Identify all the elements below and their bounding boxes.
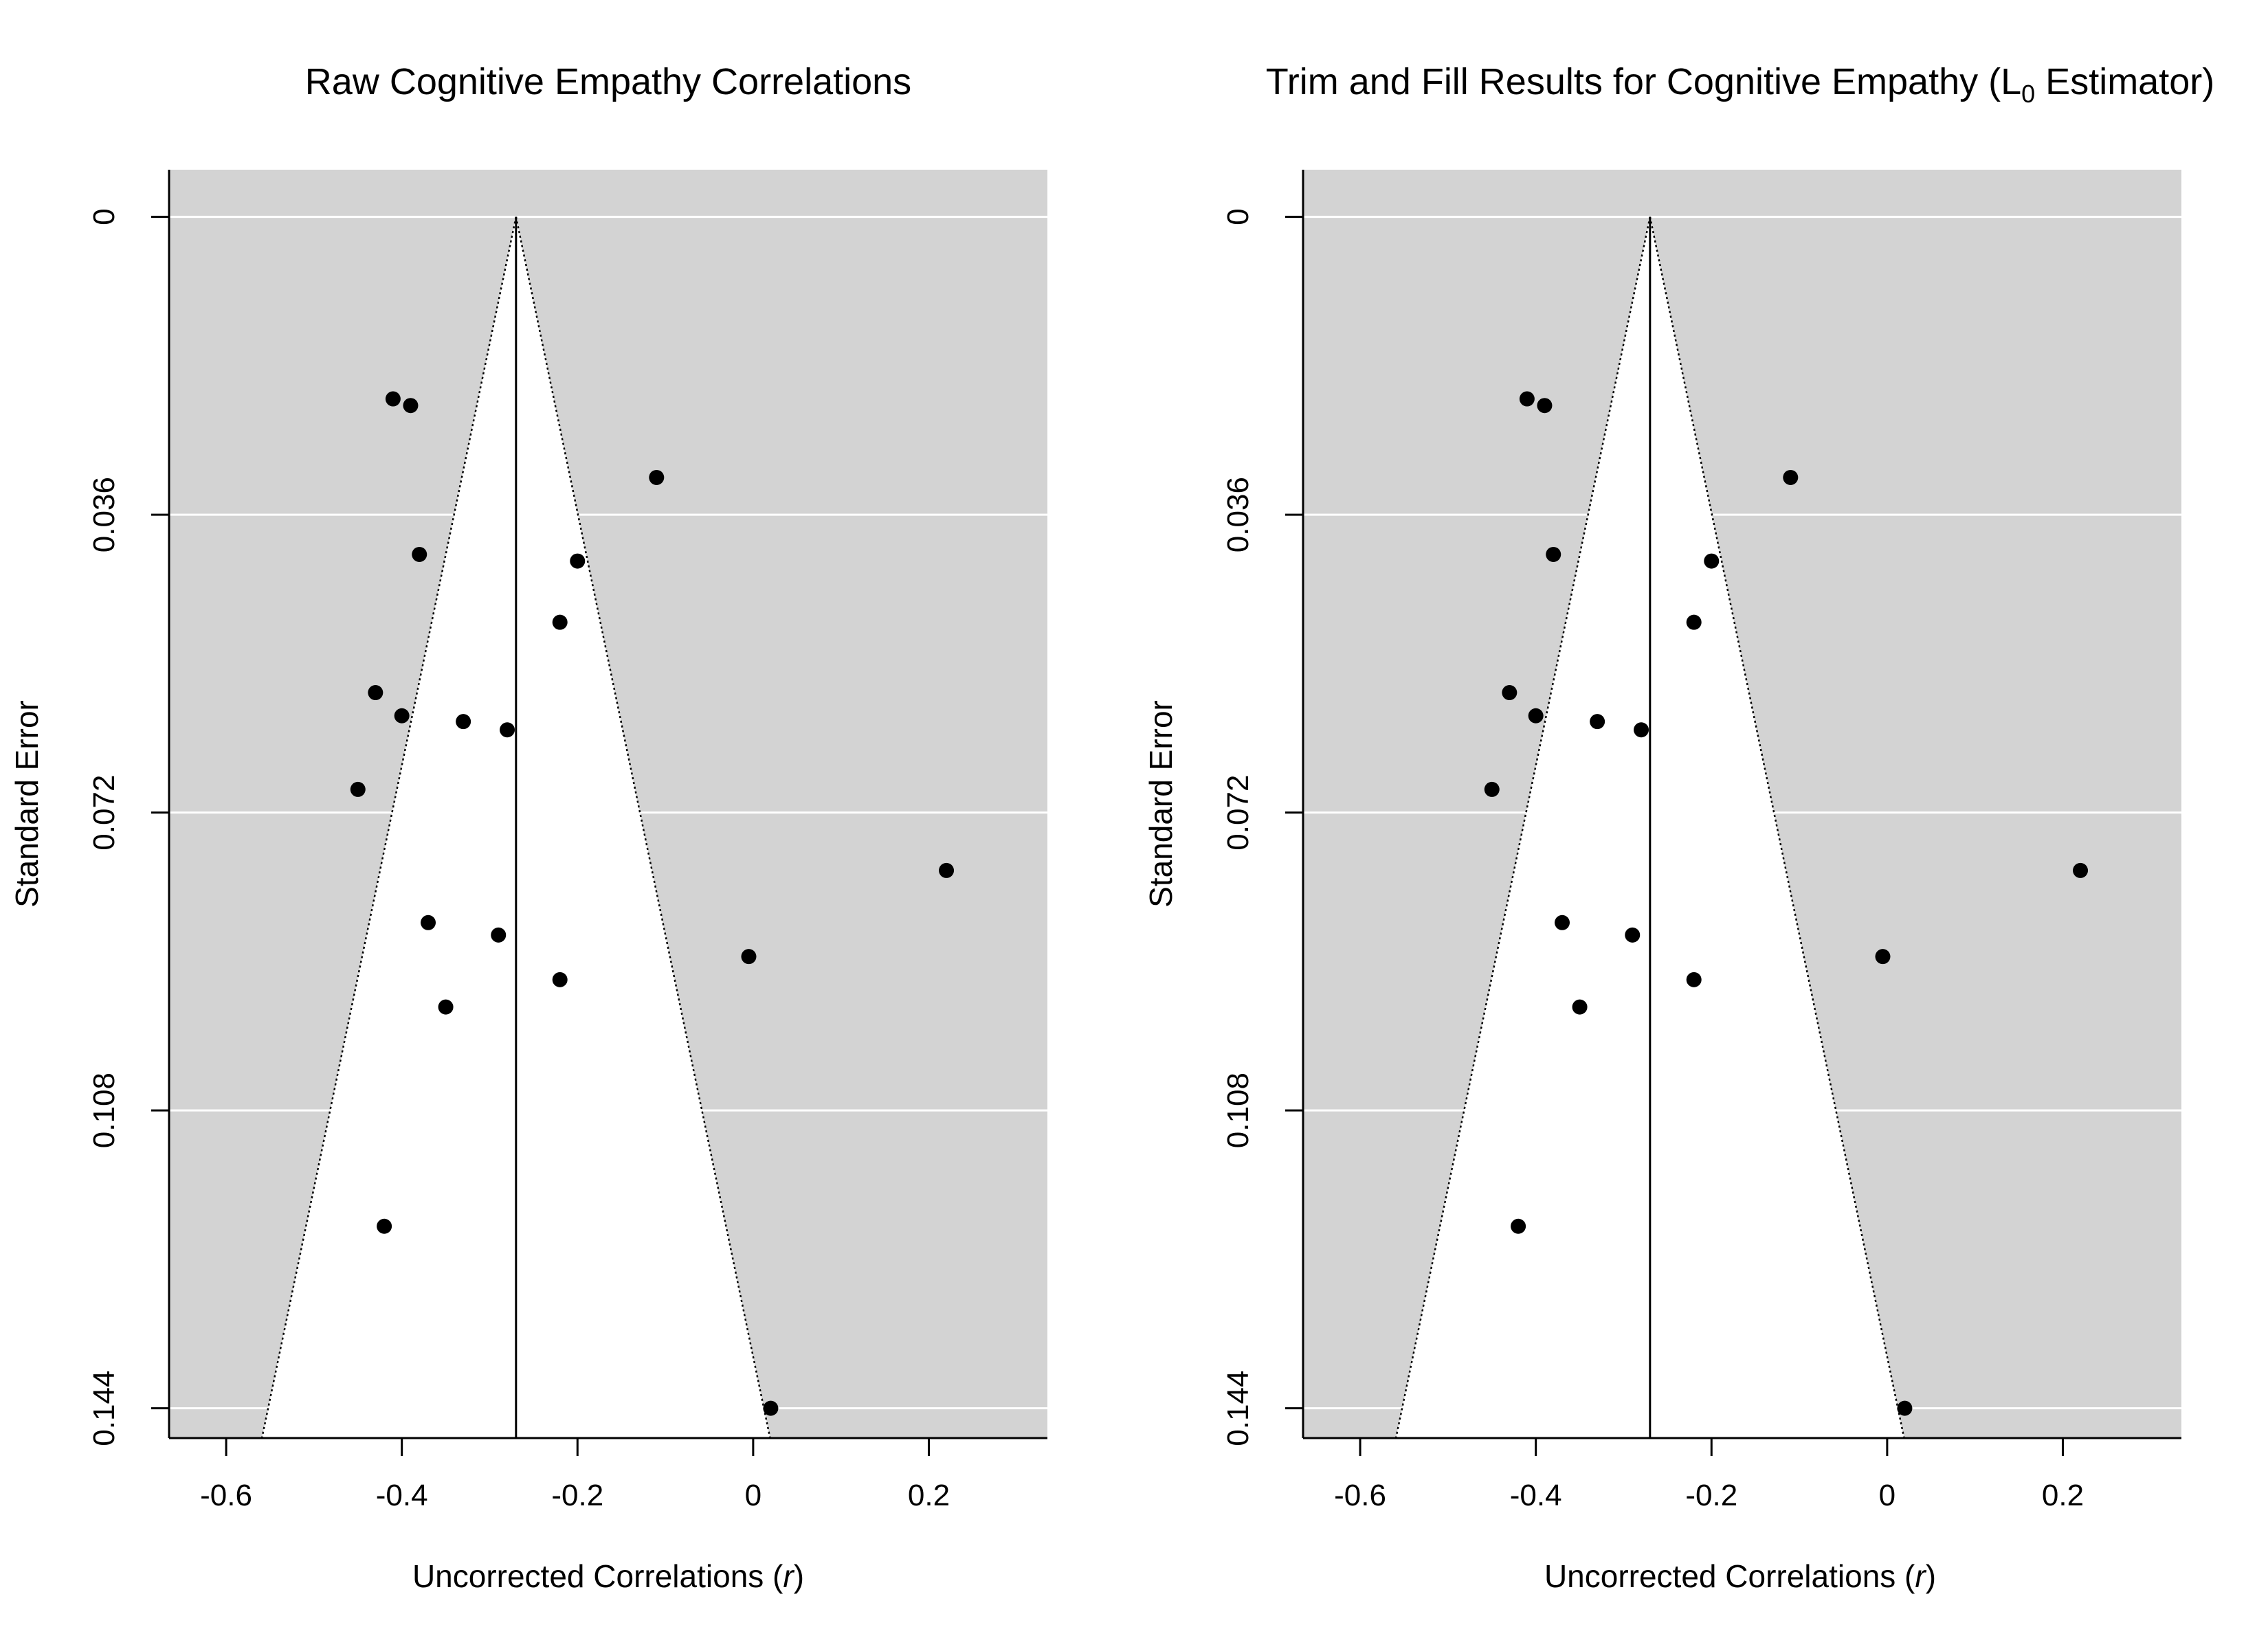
x-axis-label: Uncorrected Correlations (r) (1544, 1558, 1936, 1594)
chart-title-subscript: 0 (2021, 80, 2035, 108)
data-point-0 (1519, 391, 1535, 407)
y-tick-label-2: 0.072 (1221, 775, 1255, 851)
x-tick-label-2: -0.2 (1685, 1479, 1737, 1512)
data-point-0 (385, 391, 401, 407)
x-axis-label: Uncorrected Correlations (r) (412, 1558, 804, 1594)
y-tick-label-1: 0.036 (87, 477, 121, 552)
data-point-7 (394, 708, 410, 723)
y-axis-label: Standard Error (9, 700, 45, 908)
y-axis-label: Standard Error (1143, 700, 1179, 908)
plot-area: -0.6 -0.4 -0.2 0 0.2 0 0.036 0.072 0.108 0.144 (1221, 170, 2181, 1512)
funnel-left-bound (1394, 216, 1652, 1439)
data-point-2 (649, 469, 665, 485)
chart-title-tail: Estimator) (2035, 61, 2214, 102)
x-tick-label-1: -0.4 (376, 1479, 428, 1512)
data-point-11 (939, 862, 955, 878)
data-point-13 (491, 927, 507, 943)
x-tick-label-3: 0 (1879, 1479, 1895, 1512)
data-point-15 (552, 972, 568, 987)
chart-title: Raw Cognitive Empathy Correlations (305, 61, 911, 102)
data-point-9 (500, 722, 515, 738)
plot-area: -0.6 -0.4 -0.2 0 0.2 0 0.036 0.072 0.108 0.144 (87, 170, 1047, 1512)
data-point-6 (368, 685, 383, 701)
data-point-5 (1686, 614, 1702, 630)
data-point-14 (741, 949, 757, 965)
data-point-15 (1686, 972, 1702, 987)
x-tick-label-0: -0.6 (200, 1479, 252, 1512)
data-point-4 (1704, 553, 1720, 569)
data-point-11 (2073, 862, 2089, 878)
y-tick-label-0: 0 (1221, 208, 1255, 225)
data-point-12 (421, 915, 436, 930)
data-point-1 (1537, 398, 1553, 414)
data-point-10 (1484, 781, 1500, 797)
data-point-12 (1555, 915, 1570, 930)
data-point-8 (456, 714, 471, 730)
data-point-16 (438, 999, 454, 1015)
data-point-16 (1572, 999, 1588, 1015)
y-tick-label-4: 0.144 (87, 1371, 121, 1446)
data-point-3 (412, 546, 427, 562)
x-tick-label-4: 0.2 (908, 1479, 950, 1512)
y-tick-label-2: 0.072 (87, 775, 121, 851)
chart-title: Trim and Fill Results for Cognitive Empa… (1266, 61, 2214, 108)
y-tick-label-4: 0.144 (1221, 1371, 1255, 1446)
x-tick-label-3: 0 (745, 1479, 761, 1512)
data-point-17 (1511, 1218, 1526, 1234)
data-point-7 (1528, 708, 1544, 723)
x-tick-label-2: -0.2 (551, 1479, 603, 1512)
data-point-9 (1634, 722, 1649, 738)
data-point-17 (377, 1218, 392, 1234)
data-point-13 (1625, 927, 1641, 943)
data-point-14 (1875, 949, 1891, 965)
data-point-2 (1783, 469, 1799, 485)
funnel-plot-panel-trim-and-fill: Trim and Fill Results for Cognitive Empa… (1143, 61, 2214, 1594)
y-tick-label-3: 0.108 (1221, 1073, 1255, 1148)
data-point-18 (1897, 1400, 1913, 1416)
y-tick-label-1: 0.036 (1221, 477, 1255, 552)
y-tick-label-0: 0 (87, 208, 121, 225)
data-point-10 (350, 781, 366, 797)
data-point-18 (763, 1400, 779, 1416)
data-point-6 (1502, 685, 1517, 701)
y-tick-label-3: 0.108 (87, 1073, 121, 1148)
data-point-1 (403, 398, 419, 414)
x-tick-label-0: -0.6 (1334, 1479, 1386, 1512)
x-tick-label-1: -0.4 (1510, 1479, 1562, 1512)
x-tick-label-4: 0.2 (2042, 1479, 2084, 1512)
data-point-8 (1590, 714, 1605, 730)
funnel-right-bound (1649, 216, 1905, 1439)
data-point-5 (552, 614, 568, 630)
funnel-right-bound (515, 216, 771, 1439)
funnel-plot-panel-raw: Raw Cognitive Empathy Correlations -0.6-… (9, 61, 1047, 1594)
data-point-4 (570, 553, 586, 569)
data-point-3 (1546, 546, 1561, 562)
funnel-left-bound (260, 216, 518, 1439)
